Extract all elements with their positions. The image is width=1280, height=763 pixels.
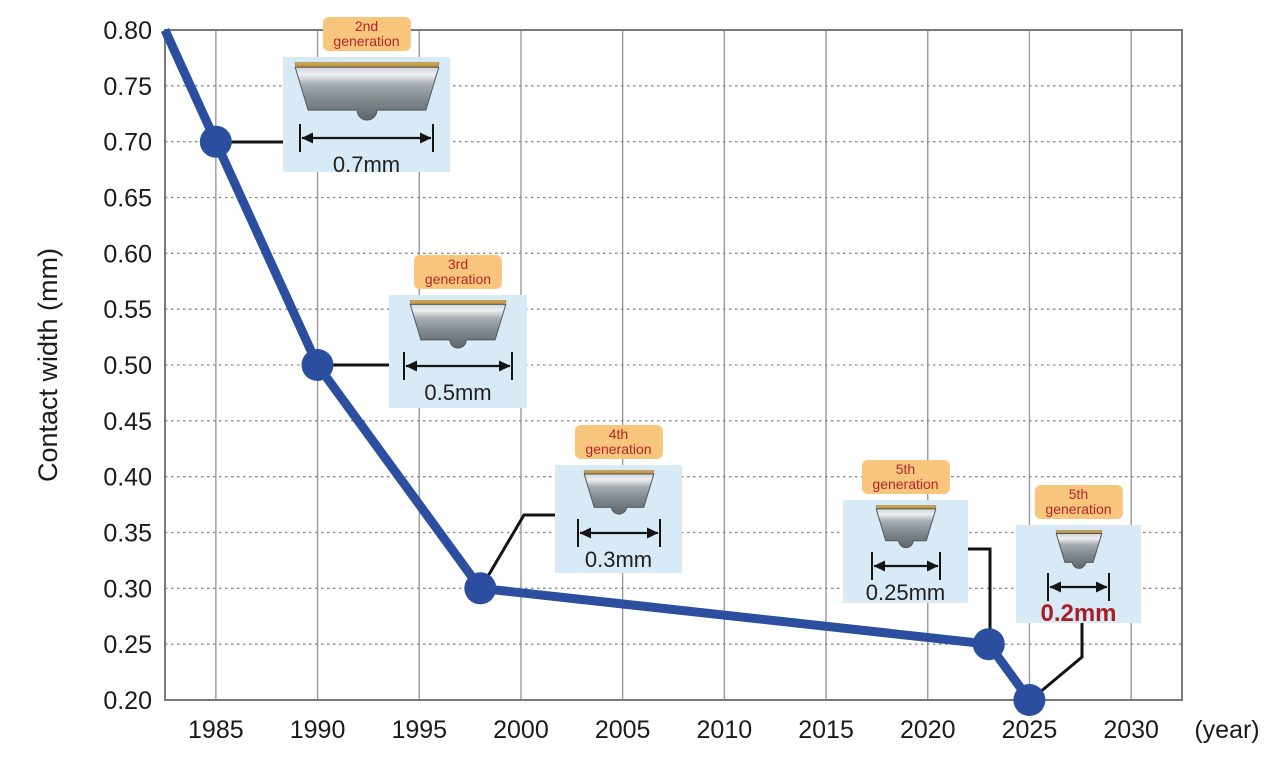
x-axis-unit-label: (year) [1194,716,1259,744]
annotation-leader-line [968,547,992,640]
x-tick-label: 2005 [595,716,651,744]
generation-badge-line1: 4th [608,426,629,442]
contact-gold-layer [583,470,654,475]
x-tick-label: 1990 [290,716,346,744]
annotation-leader-line [1032,623,1084,700]
arrowhead-left [873,560,885,572]
arrowhead-right [926,560,938,572]
contact-tip-illustration [294,62,439,121]
leader-lines [216,140,1084,700]
arrowhead-right [1096,581,1108,593]
y-axis-title: Contact width (mm) [33,248,63,482]
y-tick-label: 0.55 [103,296,152,324]
generation-badge-line1: 5th [895,461,916,477]
x-tick-label: 2000 [493,716,549,744]
generation-badge-line2: generation [1045,501,1112,517]
arrowhead-left [301,132,313,144]
data-point-marker [199,125,232,158]
contact-gold-layer [875,505,936,510]
generation-badge-line1: 5th [1068,486,1089,502]
contact-tip-illustration [583,470,654,515]
y-tick-label: 0.65 [103,185,152,213]
x-tick-label: 1995 [391,716,447,744]
data-point-marker [1013,684,1046,716]
annotation-leader-line [479,513,555,589]
annotation-panel: 5th generation 0.2mm [1016,485,1141,627]
arrowhead-right [646,527,658,539]
y-tick-label: 0.25 [103,631,152,659]
plot-border [164,29,1183,701]
width-value-label: 0.25mm [865,580,946,605]
y-tick-label: 0.35 [103,520,152,548]
dimension-arrow [403,352,513,380]
contact-body [583,473,654,515]
annotation-panel: 5th generation 0.25mm [843,460,968,605]
y-tick-label: 0.50 [103,352,152,380]
contact-tip-illustration [1055,530,1102,569]
y-tick-label: 0.70 [103,129,152,157]
dimension-arrow [870,552,941,580]
generation-badge-line2: generation [333,33,400,49]
x-tick-label: 2015 [798,716,854,744]
y-tick-label: 0.80 [103,17,152,45]
dimension-arrow [299,124,434,152]
generation-badge: 4th generation [574,425,663,459]
arrowhead-left [405,360,417,372]
contact-body [409,303,507,349]
annotation-panel: 2nd generation 0.7mm [283,17,450,177]
generation-badge-line2: generation [585,441,652,457]
x-tick-label: 1985 [188,716,244,744]
generation-badge-line2: generation [872,476,939,492]
dimension-arrow [1047,573,1110,601]
data-point-marker [301,349,334,381]
x-tick-label: 2025 [1002,716,1058,744]
dimension-arrow [576,519,661,547]
annotation-panel: 4th generation 0.3mm [555,425,682,573]
arrowhead-right [499,360,511,372]
width-value-label: 0.5mm [424,380,492,405]
y-tick-label: 0.75 [103,73,152,101]
generation-badge: 5th generation [1034,485,1123,519]
generation-badge-line2: generation [424,271,492,287]
contact-body [294,66,439,121]
contact-body [875,508,936,549]
y-tick-label: 0.60 [103,240,152,268]
x-tick-label: 2010 [697,716,753,744]
y-tick-label: 0.40 [103,464,152,492]
width-value-label: 0.7mm [332,152,401,177]
x-tick-label: 2020 [900,716,956,744]
contact-gold-layer [294,62,439,68]
generation-badge-line1: 2nd [354,18,379,34]
width-value-label: 0.3mm [584,547,653,572]
y-tick-label: 0.20 [103,687,152,715]
generation-badge-line1: 3rd [447,256,469,272]
data-point-marker [972,628,1005,661]
contact-gold-layer [409,300,507,305]
x-axis-tick-labels: 1985 1990 1995 2000 2005 2010 2015 2020 2025 2030 [188,716,1159,744]
arrowhead-right [420,132,432,144]
width-value-label: 0.2mm [1040,600,1117,627]
contact-body [1055,533,1102,569]
generation-badge: 2nd generation [322,17,411,51]
arrowhead-left [579,527,591,539]
contact-tip-illustration [409,300,507,349]
arrowhead-left [1049,581,1061,593]
generation-badge: 5th generation [861,460,950,494]
annotation-panel: 3rd generation 0.5mm [389,255,527,408]
data-series [160,28,1046,716]
y-tick-label: 0.45 [103,408,152,436]
y-tick-label: 0.30 [103,575,152,603]
y-axis-tick-labels: 0.80 0.75 0.70 0.65 0.60 0.55 0.50 0.45 0.40 0.35… [103,17,152,715]
generation-badge: 3rd generation [413,255,503,289]
x-tick-label: 2030 [1103,716,1159,744]
contact-tip-illustration [875,505,936,549]
data-point-marker [464,572,497,605]
